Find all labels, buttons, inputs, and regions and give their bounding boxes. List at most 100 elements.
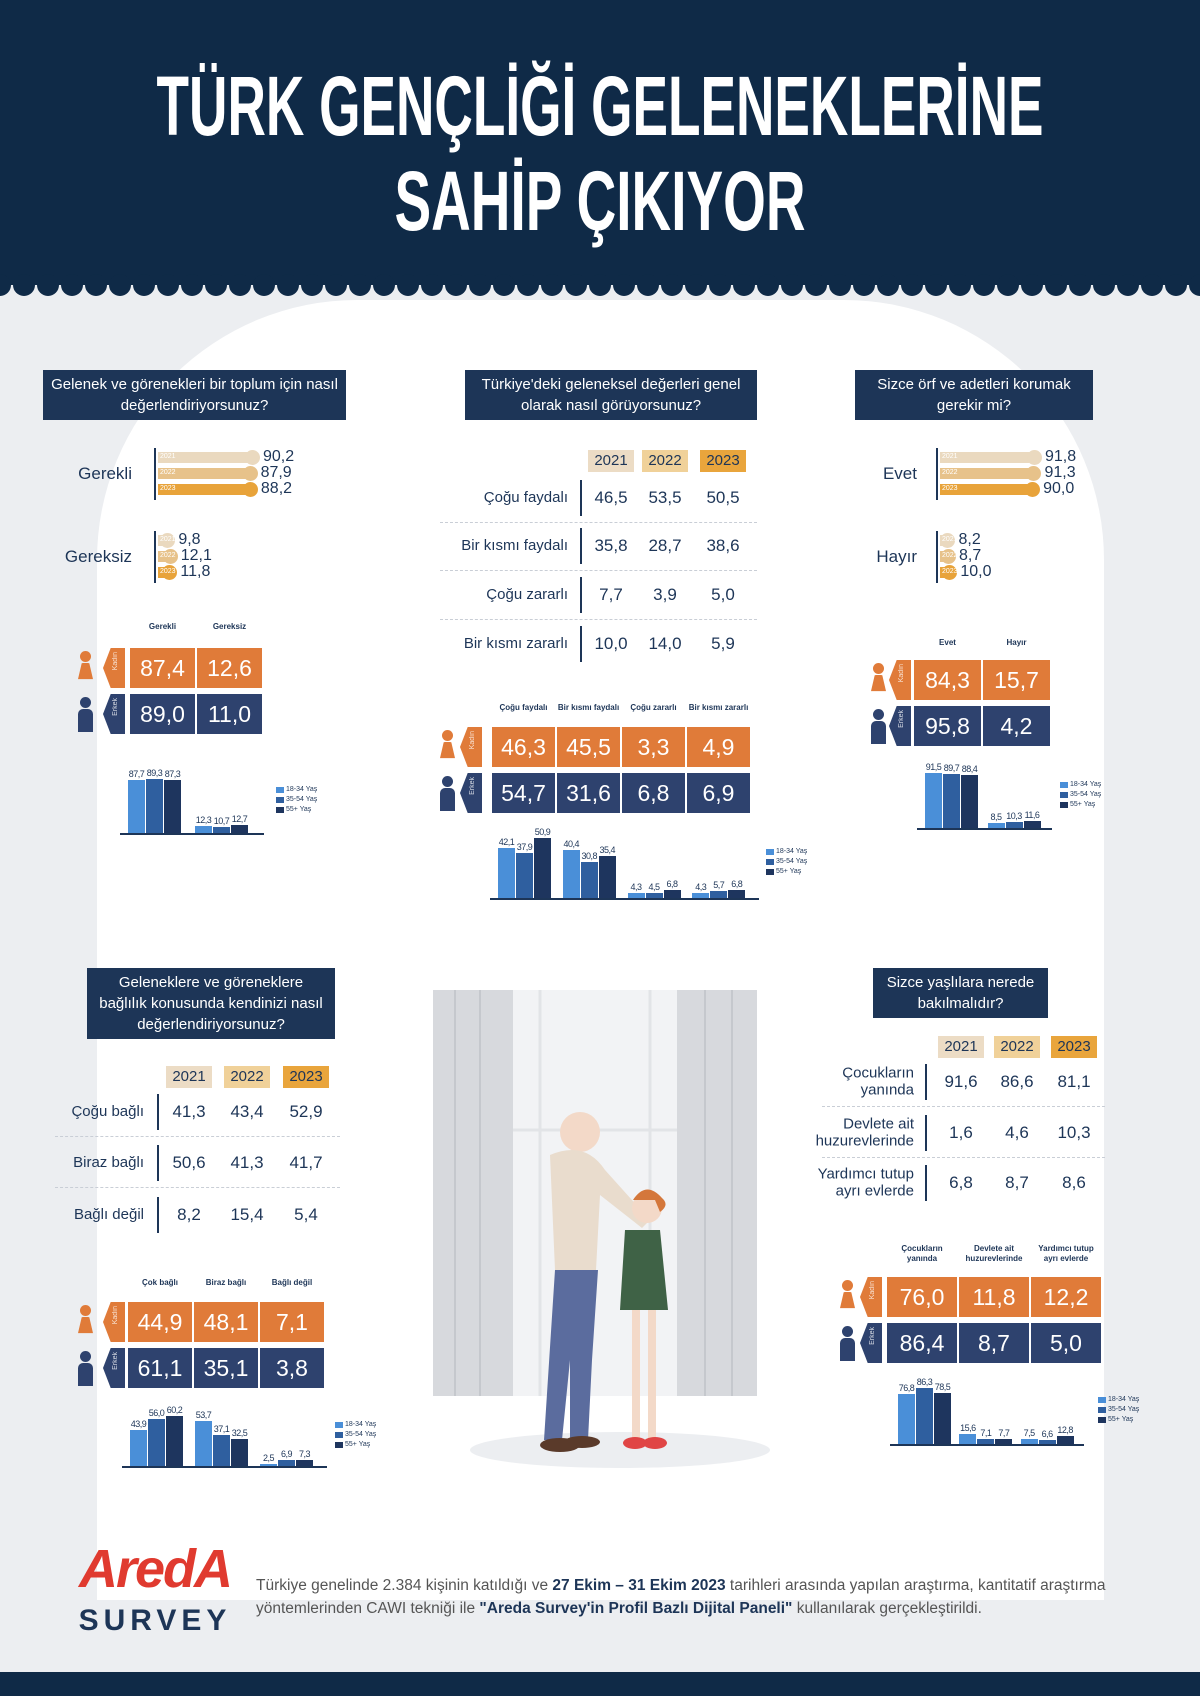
age-baseline	[890, 1444, 1084, 1446]
legend-label: 35-54 Yaş	[1070, 790, 1102, 798]
value-label: 9,8	[178, 531, 201, 548]
header-band	[0, 0, 1200, 285]
title-line: TÜRK GENÇLİĞİ GELENEKLERİNE	[157, 59, 1044, 153]
year-label: 2023	[942, 485, 958, 492]
legend-swatch	[766, 849, 774, 855]
legend-swatch	[766, 869, 774, 875]
age-bar	[645, 892, 663, 898]
age-bar	[516, 853, 533, 898]
scallop	[997, 274, 1019, 296]
legend-label: 35-54 Yaş	[776, 858, 808, 865]
age-bar	[710, 891, 728, 898]
age-value: 5,7	[713, 880, 725, 891]
age-value: 4,3	[695, 881, 707, 892]
gender-cell: 5,0	[1031, 1323, 1101, 1363]
column-header: Çoğu zararlı	[630, 703, 677, 712]
year-label: 2023	[160, 568, 176, 575]
legend-swatch	[1098, 1397, 1106, 1403]
age-bar	[580, 861, 598, 898]
row-label: Çoğu zararlı	[486, 585, 568, 603]
row-label: Çoğu faydalı	[483, 488, 568, 506]
value-label: 91,3	[1044, 464, 1076, 481]
gender-cell: 45,5	[557, 727, 620, 767]
title-line: SAHİP ÇIKIYOR	[395, 154, 806, 248]
scallop	[517, 274, 539, 296]
icon-head	[842, 1326, 853, 1337]
axis-line	[154, 448, 156, 500]
age-value: 2,5	[262, 1452, 275, 1463]
age-value: 12,8	[1057, 1424, 1073, 1435]
cell: 53,5	[648, 488, 682, 507]
question: Geleneklere ve göreneklere bağlılık konu…	[87, 968, 335, 1039]
scallop	[1045, 274, 1067, 296]
year-chip: 2022	[224, 1066, 270, 1088]
age-value: 37,1	[213, 1424, 230, 1435]
gender-label: Erkek	[112, 698, 119, 716]
age-value: 8,5	[990, 811, 1002, 822]
legend-swatch	[276, 807, 284, 813]
age-value: 40,4	[563, 839, 580, 850]
row-label: Biraz bağlı	[73, 1153, 144, 1171]
year-chip: 2021	[588, 450, 634, 472]
gender-cell: 89,0	[130, 694, 195, 734]
age-bar	[213, 826, 230, 833]
column-header: Gerekli	[148, 622, 177, 631]
legend-label: 35-54 Yaş	[345, 1431, 377, 1438]
cell: 14,0	[648, 634, 682, 653]
icon-body	[440, 788, 455, 811]
gender-tag: Kadın	[103, 648, 125, 688]
column-header: Bağlı değil	[271, 1278, 313, 1287]
row-separator	[822, 1106, 1105, 1107]
age-bar	[663, 889, 681, 898]
legend-swatch	[1098, 1407, 1106, 1413]
legend-label: 18-34 Yaş	[1070, 780, 1102, 788]
cell: 50,5	[706, 488, 740, 507]
row-divider	[580, 626, 582, 662]
bar-cap	[1026, 466, 1042, 481]
logo: AredA	[78, 1539, 233, 1599]
column-header: Çok bağlı	[141, 1278, 178, 1287]
cell: 8,6	[1062, 1173, 1086, 1192]
row-divider	[925, 1165, 927, 1201]
scallop	[349, 274, 371, 296]
age-bar	[164, 780, 181, 833]
legend-label: 35-54 Yaş	[286, 796, 318, 803]
age-value: 91,5	[925, 762, 942, 772]
cell: 8,2	[177, 1205, 201, 1224]
value-label: 87,9	[260, 464, 292, 481]
age-bar	[598, 856, 616, 898]
icon-body	[871, 721, 886, 744]
gender-cell: 12,2	[1031, 1277, 1101, 1317]
age-bar	[148, 1419, 165, 1466]
legend-label: 55+ Yaş	[1108, 1416, 1134, 1423]
age-value: 43,9	[130, 1418, 147, 1429]
cell: 5,4	[294, 1205, 318, 1224]
scallop	[973, 274, 995, 296]
scallop	[109, 274, 131, 296]
age-value: 89,3	[146, 768, 163, 778]
legend-label: 35-54 Yaş	[1108, 1406, 1140, 1413]
scallop	[469, 274, 491, 296]
cell: 81,1	[1057, 1072, 1091, 1091]
scallop	[853, 274, 875, 296]
gender-label: Kadın	[112, 652, 119, 671]
cell: 6,8	[949, 1173, 973, 1192]
footnote-part: 27 Ekim – 31 Ekim 2023	[552, 1577, 726, 1594]
icon-head	[873, 663, 884, 674]
age-bar	[231, 825, 248, 833]
logo-sub: SURVEY	[78, 1604, 232, 1637]
column-header: Hayır	[1006, 638, 1027, 647]
row-divider	[580, 577, 582, 613]
column-header: Çocukların yanında	[901, 1244, 943, 1263]
age-baseline	[490, 898, 759, 900]
gender-tag: Kadın	[860, 1277, 882, 1317]
scallops	[0, 274, 1200, 296]
cell: 7,7	[599, 585, 623, 604]
year-bar	[940, 484, 1034, 495]
column-header: Bir kısmı zararlı	[688, 703, 749, 712]
row-label: Çocukların yanında	[842, 1064, 914, 1098]
icon-head	[842, 1280, 853, 1291]
age-value: 42,1	[498, 837, 515, 848]
year-chip: 2023	[283, 1066, 329, 1088]
row-label: Bir kısmı faydalı	[461, 536, 568, 554]
